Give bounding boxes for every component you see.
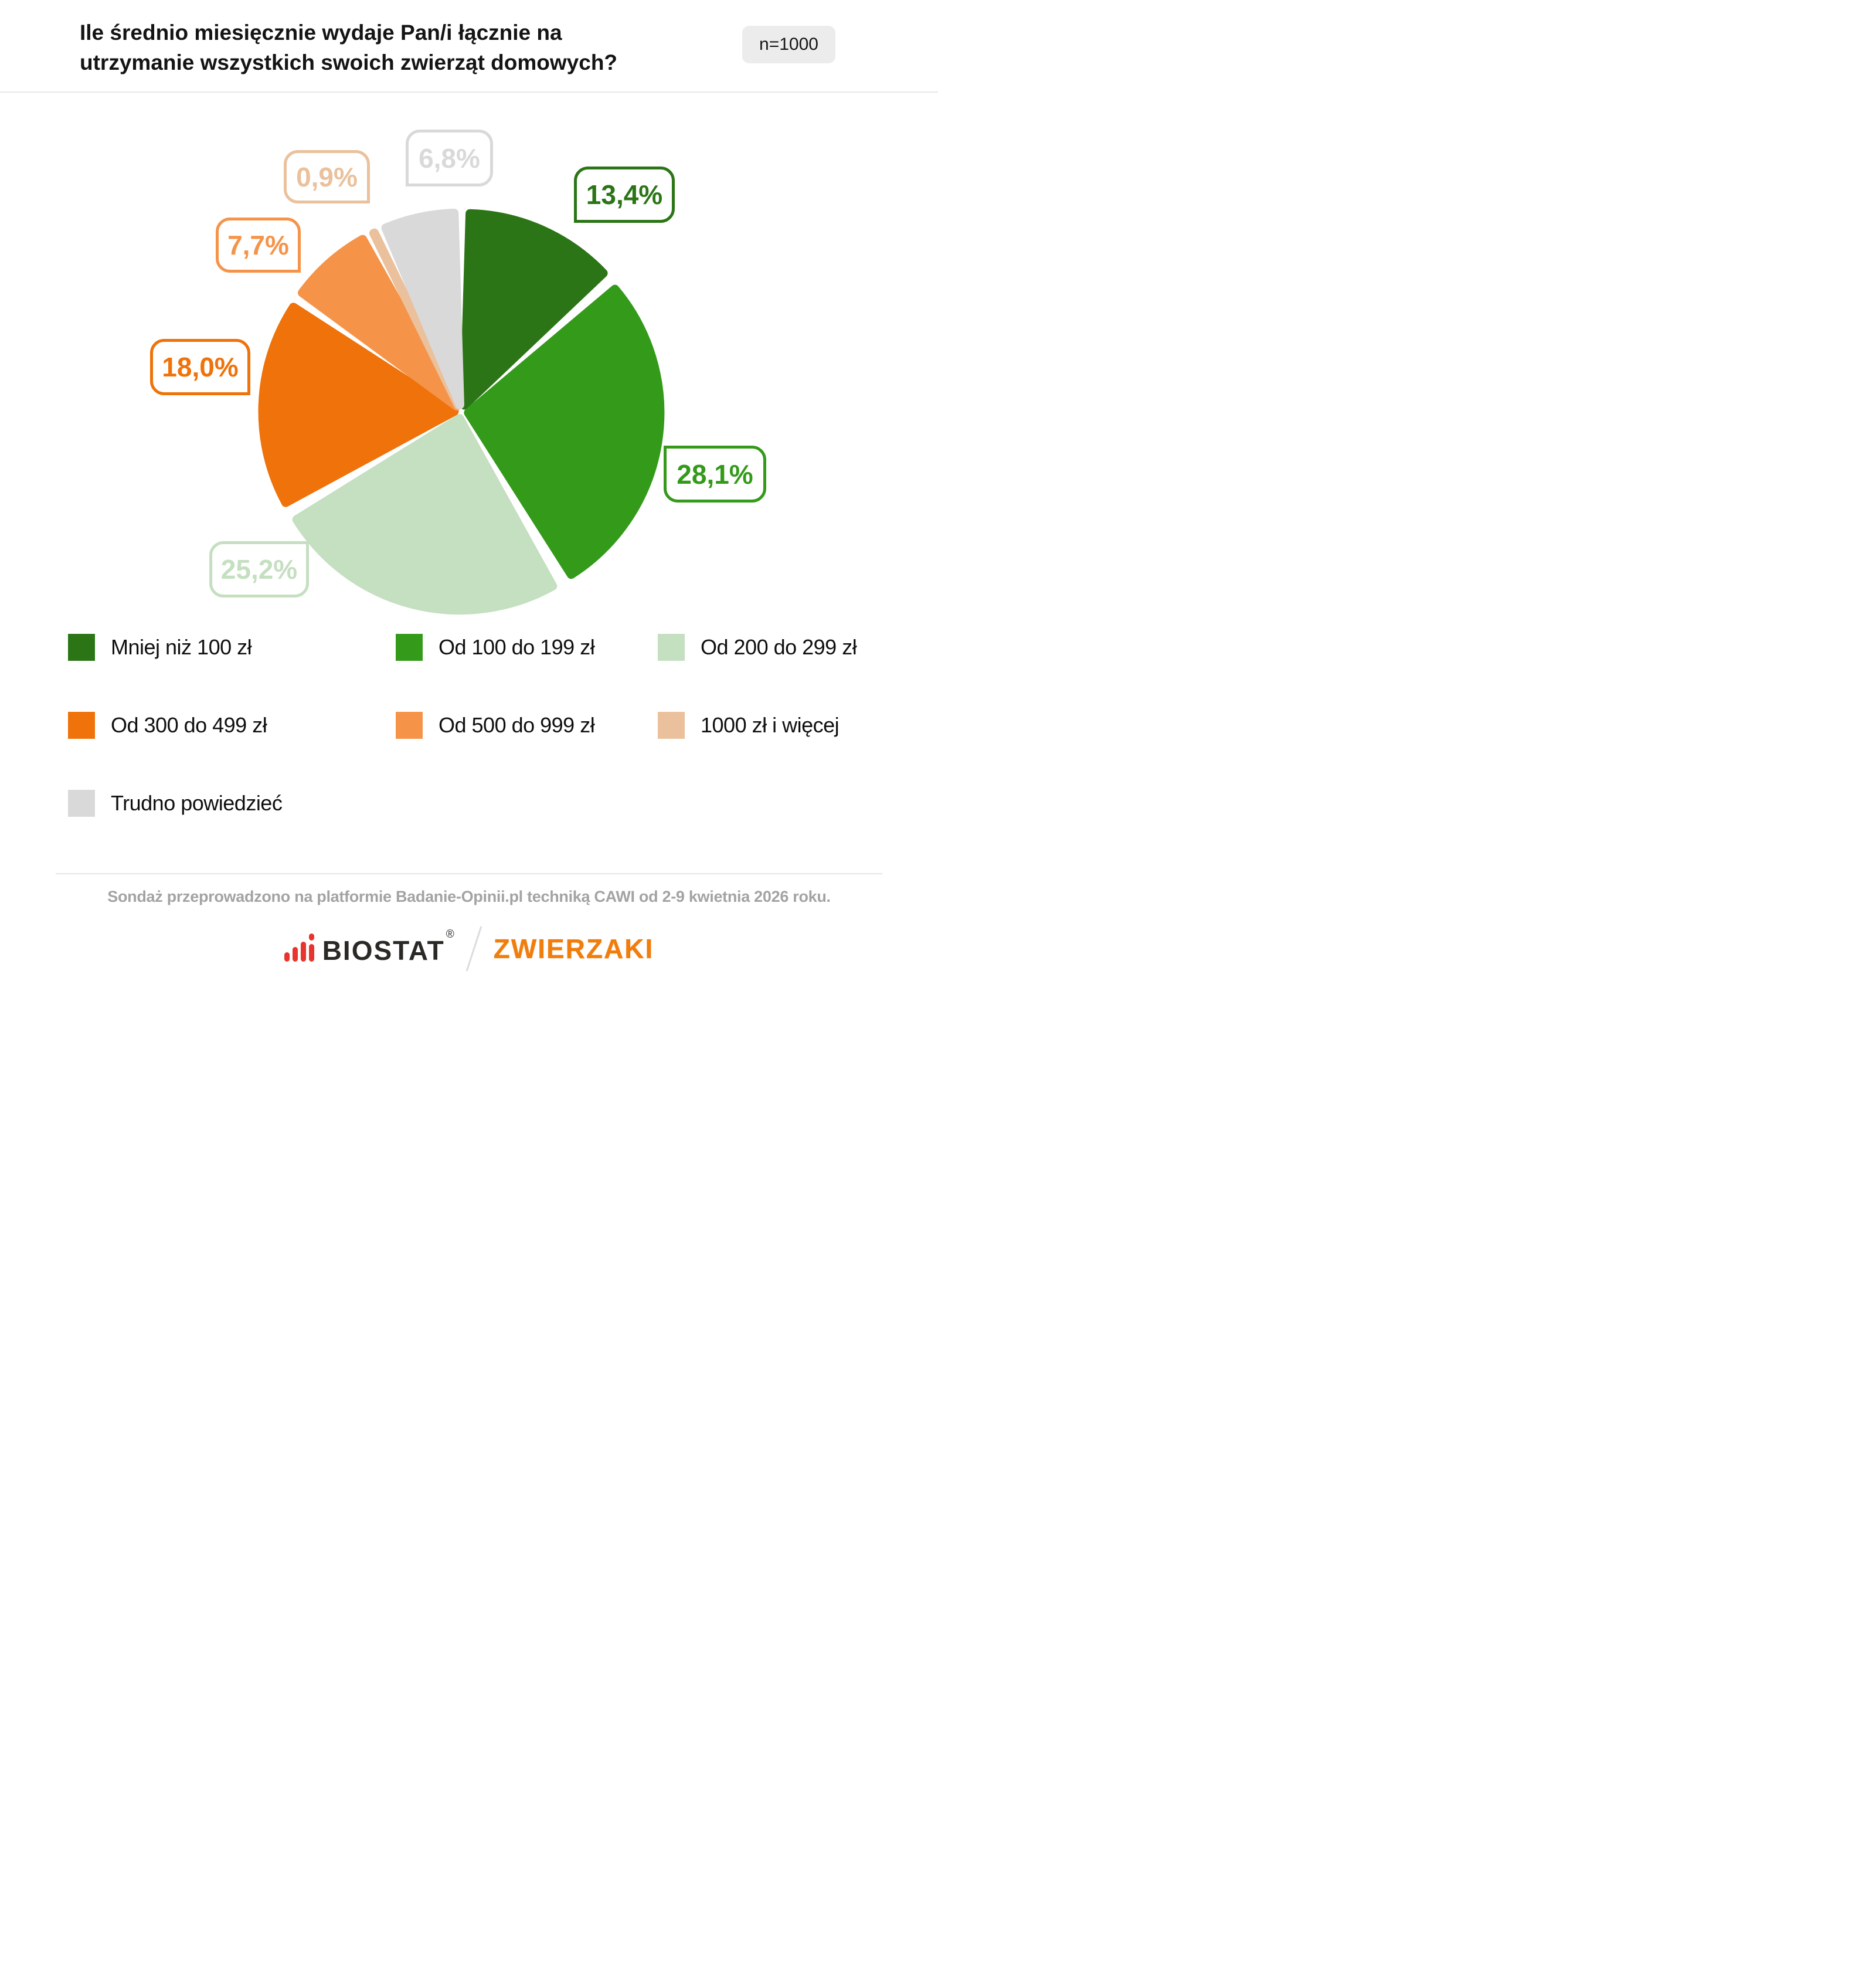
page-title: Ile średnio miesięcznie wydaje Pan/i łąc… [80,21,618,75]
value-callout-2: 25,2% [209,541,309,598]
biostat-bars-icon [284,933,314,964]
legend-swatch-4 [396,712,423,739]
legend-item-2: Od 200 do 299 zł [658,634,885,661]
pie-slice-1 [464,284,665,579]
legend-item-6: Trudno powiedzieć [68,790,396,817]
value-callout-4: 7,7% [216,218,301,273]
biostat-wordmark: BIOSTAT® [322,928,456,966]
pie-slice-0 [460,209,608,410]
legend-label-6: Trudno powiedzieć [111,791,283,815]
legend-item-1: Od 100 do 199 zł [396,634,658,661]
pie-slice-5 [369,228,463,410]
legend-swatch-1 [396,634,423,661]
zwierzaki-logo: ZWIERZAKI [493,933,654,964]
legend-swatch-5 [658,712,685,739]
legend-swatch-2 [658,634,685,661]
legend-label-4: Od 500 do 999 zł [439,713,595,737]
legend-item-0: Mniej niż 100 zł [68,634,396,661]
value-callout-3: 18,0% [150,339,250,395]
legend-label-1: Od 100 do 199 zł [439,635,595,659]
registered-mark: ® [446,928,456,941]
legend-label-0: Mniej niż 100 zł [111,635,252,659]
sample-size-badge: n=1000 [742,26,835,63]
pie-svg [258,208,665,615]
pie-slice-4 [298,235,461,411]
legend-label-3: Od 300 do 499 zł [111,713,267,737]
header-divider [0,91,938,93]
legend-item-5: 1000 zł i więcej [658,712,885,739]
pie-chart [250,201,672,623]
footer-divider [56,873,882,874]
value-callout-1: 28,1% [664,446,766,503]
legend-item-4: Od 500 do 999 zł [396,712,658,739]
legend-swatch-6 [68,790,95,817]
legend-label-2: Od 200 do 299 zł [701,635,857,659]
pie-slice-3 [258,303,459,507]
biostat-logo: BIOSTAT® [284,928,456,966]
legend-swatch-0 [68,634,95,661]
value-callout-6: 6,8% [406,130,493,186]
pie-slice-6 [381,208,464,409]
page: Ile średnio miesięcznie wydaje Pan/i łąc… [0,0,938,993]
value-callout-5: 0,9% [284,150,370,203]
value-callout-0: 13,4% [574,167,675,223]
methodology-note: Sondaż przeprowadzono na platformie Bada… [107,888,831,905]
legend: Mniej niż 100 zł Od 100 do 199 zł Od 200 d… [68,634,885,817]
legend-item-3: Od 300 do 499 zł [68,712,396,739]
legend-swatch-3 [68,712,95,739]
pie-slice-2 [292,414,558,615]
legend-label-5: 1000 zł i więcej [701,713,840,737]
logo-separator [465,926,482,972]
brand-logos: BIOSTAT® ZWIERZAKI [0,925,938,972]
